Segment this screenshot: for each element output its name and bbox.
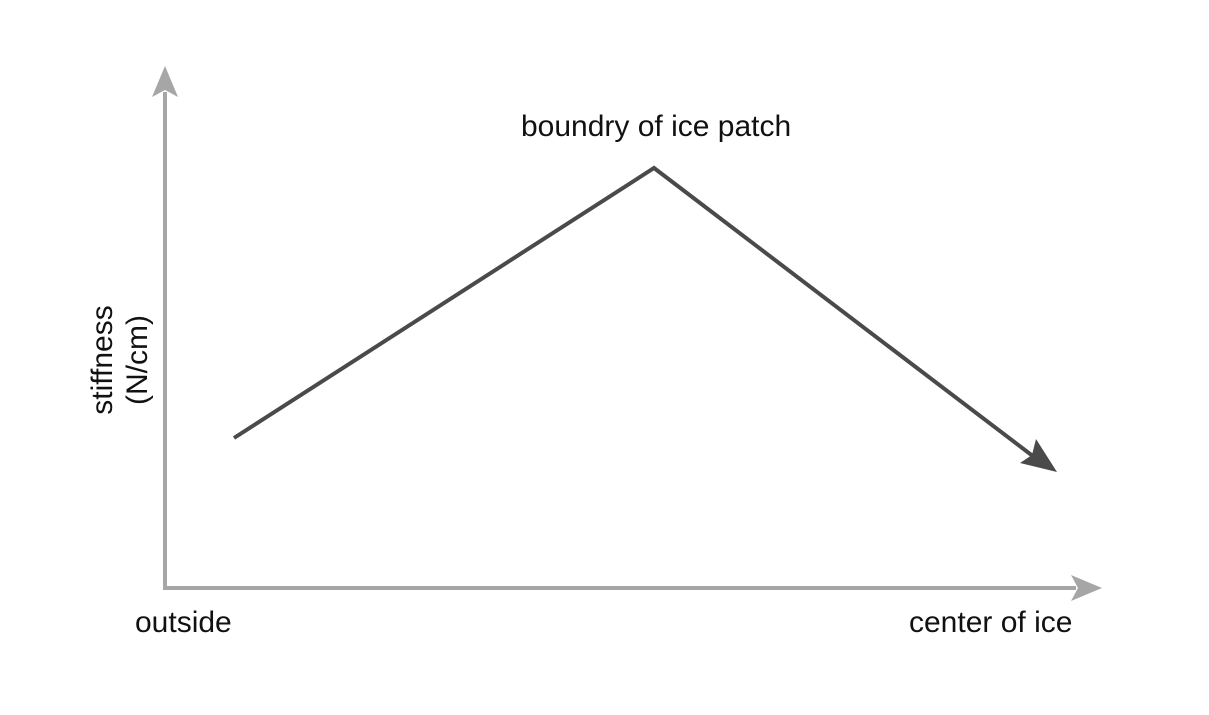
y-axis-arrowhead bbox=[152, 66, 178, 97]
stiffness-curve bbox=[232, 165, 1040, 462]
y-axis-label-line1: stiffness bbox=[86, 305, 119, 415]
x-axis-right-label: center of ice bbox=[909, 606, 1073, 639]
x-axis-arrowhead bbox=[1071, 575, 1102, 601]
curve-arrowhead bbox=[1020, 439, 1057, 472]
x-axis-left-label: outside bbox=[135, 606, 232, 639]
peak-label: boundry of ice patch bbox=[521, 110, 792, 143]
y-axis-label-line2: (N/cm) bbox=[121, 315, 154, 405]
